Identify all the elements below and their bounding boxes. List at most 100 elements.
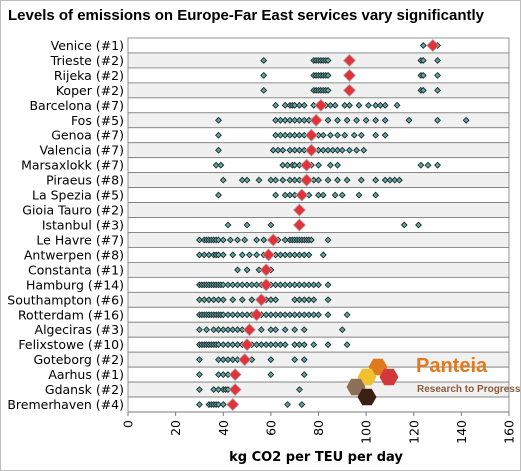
service-point xyxy=(419,71,427,79)
service-point xyxy=(200,296,208,304)
service-point xyxy=(203,326,211,334)
y-tick-label: Koper (#2) xyxy=(56,83,124,98)
service-point xyxy=(272,311,280,319)
y-tick-label: Felixstowe (#10) xyxy=(18,337,124,352)
service-point xyxy=(324,86,332,94)
service-point xyxy=(224,341,232,349)
row-band xyxy=(127,261,510,278)
service-point xyxy=(274,146,282,154)
service-point xyxy=(281,251,289,259)
row-band xyxy=(127,217,510,233)
service-point xyxy=(205,296,213,304)
service-point xyxy=(215,296,222,304)
service-point xyxy=(276,116,284,124)
service-point xyxy=(272,341,280,349)
service-point xyxy=(286,191,294,199)
service-point xyxy=(276,281,284,289)
service-point xyxy=(286,116,294,124)
logo-tagline: Research to Progress xyxy=(417,384,521,395)
service-point xyxy=(298,401,306,408)
service-point xyxy=(272,281,280,289)
service-point xyxy=(296,386,303,393)
average-point xyxy=(426,38,440,53)
y-tick-label: Istanbul (#3) xyxy=(42,218,124,233)
service-point xyxy=(276,341,284,349)
service-point xyxy=(331,101,339,109)
service-point xyxy=(291,101,299,109)
logo-hexagon xyxy=(357,368,377,386)
service-point xyxy=(329,146,337,154)
chart-title: Levels of emissions on Europe-Far East s… xyxy=(8,7,485,24)
y-tick-label: Venice (#1) xyxy=(51,38,124,53)
logo-hexagon xyxy=(368,358,388,376)
service-point xyxy=(219,341,227,349)
service-point xyxy=(341,131,349,139)
service-point xyxy=(372,191,380,199)
y-tick-label: Gioia Tauro (#2) xyxy=(22,203,124,218)
row-band xyxy=(127,202,510,218)
service-point xyxy=(196,326,203,334)
x-tick-label: 0 xyxy=(121,420,136,428)
average-point xyxy=(342,53,357,68)
service-point xyxy=(212,161,220,169)
service-point xyxy=(310,311,318,319)
service-point xyxy=(279,146,287,154)
service-point xyxy=(291,296,299,304)
service-point xyxy=(305,281,313,289)
service-point xyxy=(310,296,318,304)
average-point xyxy=(242,323,257,337)
service-point xyxy=(296,131,303,139)
service-point xyxy=(281,116,289,124)
y-tick-label: Le Havre (#7) xyxy=(36,232,124,247)
average-point xyxy=(300,173,314,187)
service-point xyxy=(219,311,227,319)
y-axis-labels: Venice (#1)Trieste (#2)Rijeka (#2)Koper … xyxy=(7,38,124,412)
service-point xyxy=(224,311,232,319)
service-point xyxy=(219,326,227,334)
row-band xyxy=(127,291,510,308)
average-point xyxy=(300,158,314,172)
service-point xyxy=(296,341,303,349)
service-point xyxy=(243,221,251,229)
service-point xyxy=(210,326,218,334)
service-point xyxy=(234,311,241,319)
service-point xyxy=(205,251,213,259)
service-point xyxy=(281,281,289,289)
average-markers xyxy=(226,38,440,412)
y-tick-label: La Spezia (#5) xyxy=(32,188,124,203)
y-tick-label: Piraeus (#8) xyxy=(46,173,124,188)
service-point xyxy=(219,371,227,379)
service-point xyxy=(291,176,299,184)
service-point xyxy=(357,176,365,184)
x-tick-label: 100 xyxy=(359,420,374,444)
service-point xyxy=(319,251,327,259)
y-tick-label: Rotterdam (#16) xyxy=(18,307,124,322)
service-point xyxy=(324,146,332,154)
average-point xyxy=(240,338,254,352)
service-point xyxy=(291,131,299,139)
service-point xyxy=(215,341,222,349)
service-point xyxy=(350,131,358,139)
average-point xyxy=(259,278,273,292)
service-point xyxy=(300,296,308,304)
average-point xyxy=(304,128,318,142)
service-point xyxy=(215,236,222,244)
service-point xyxy=(196,356,203,364)
average-point xyxy=(226,397,240,412)
service-point xyxy=(243,311,251,319)
service-point xyxy=(215,371,222,379)
service-point xyxy=(331,191,339,199)
service-point xyxy=(224,281,232,289)
service-point xyxy=(219,296,227,304)
service-point xyxy=(324,176,332,184)
service-point xyxy=(219,356,227,364)
service-point xyxy=(234,326,241,334)
y-tick-label: Hamburg (#14) xyxy=(26,277,124,292)
service-point xyxy=(324,311,332,319)
service-point xyxy=(260,71,268,79)
panteia-logo: Panteia Research to Progress xyxy=(346,353,520,409)
service-point xyxy=(346,101,353,109)
service-point xyxy=(219,176,227,184)
service-point xyxy=(215,401,222,408)
service-point xyxy=(296,101,303,109)
